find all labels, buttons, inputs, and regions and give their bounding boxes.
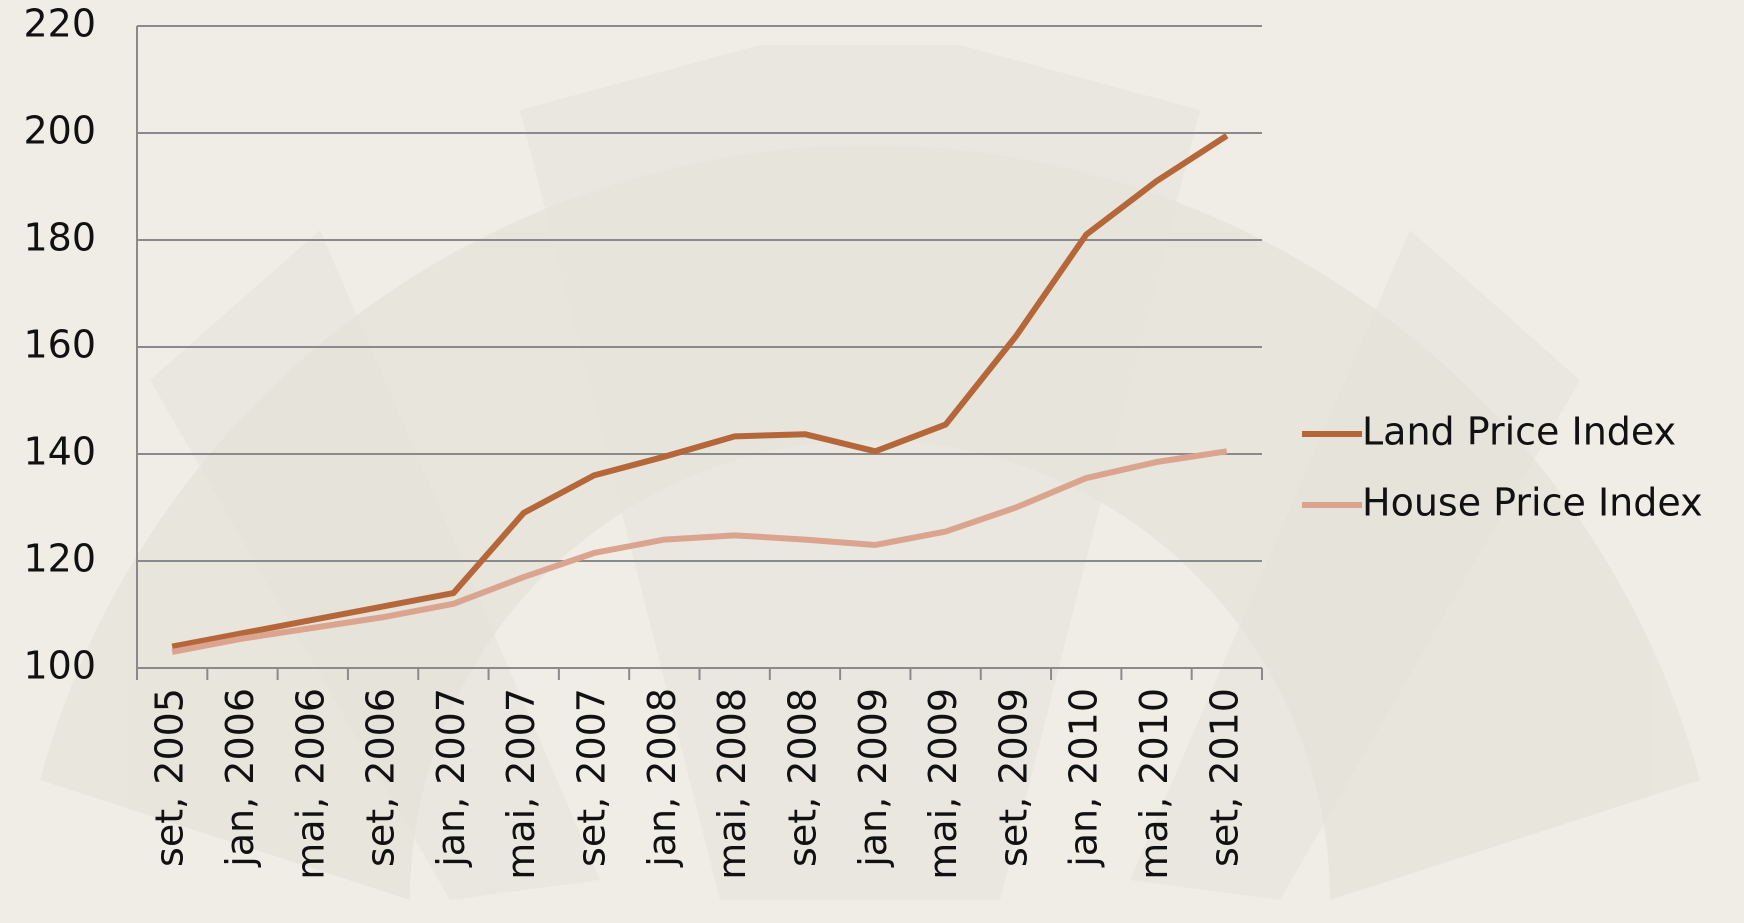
x-tick-label: mai, 2010 xyxy=(1132,688,1176,880)
legend-label: House Price Index xyxy=(1362,481,1703,525)
y-tick-label: 140 xyxy=(23,430,96,474)
x-tick-label: set, 2010 xyxy=(1202,688,1246,867)
x-tick-label: set, 2005 xyxy=(148,688,192,867)
x-tick-label: mai, 2008 xyxy=(710,688,754,880)
x-tick-label: set, 2007 xyxy=(570,688,614,867)
x-tick-label: mai, 2009 xyxy=(921,688,965,880)
y-tick-label: 180 xyxy=(23,216,96,260)
x-tick-label: set, 2008 xyxy=(780,688,824,867)
legend-label: Land Price Index xyxy=(1362,410,1676,454)
y-tick-label: 200 xyxy=(23,109,96,153)
chart: 100 120 140 160 180 200 220 set, 2005 jan, 2006 m… xyxy=(0,0,1744,923)
x-tick-label: set, 2009 xyxy=(991,688,1035,867)
y-tick-label: 220 xyxy=(23,2,96,46)
x-tick-label: jan, 2010 xyxy=(1062,688,1106,868)
y-tick-label: 160 xyxy=(23,323,96,367)
x-tick-label: set, 2006 xyxy=(359,688,403,867)
x-tick-label: mai, 2006 xyxy=(288,688,332,880)
y-tick-label: 100 xyxy=(23,644,96,688)
x-tick-label: jan, 2006 xyxy=(218,688,262,868)
x-tick-label: jan, 2007 xyxy=(429,688,473,868)
x-tick-label: jan, 2008 xyxy=(640,688,684,868)
x-tick-label: jan, 2009 xyxy=(851,688,895,868)
x-tick-label: mai, 2007 xyxy=(499,688,543,880)
y-tick-label: 120 xyxy=(23,537,96,581)
